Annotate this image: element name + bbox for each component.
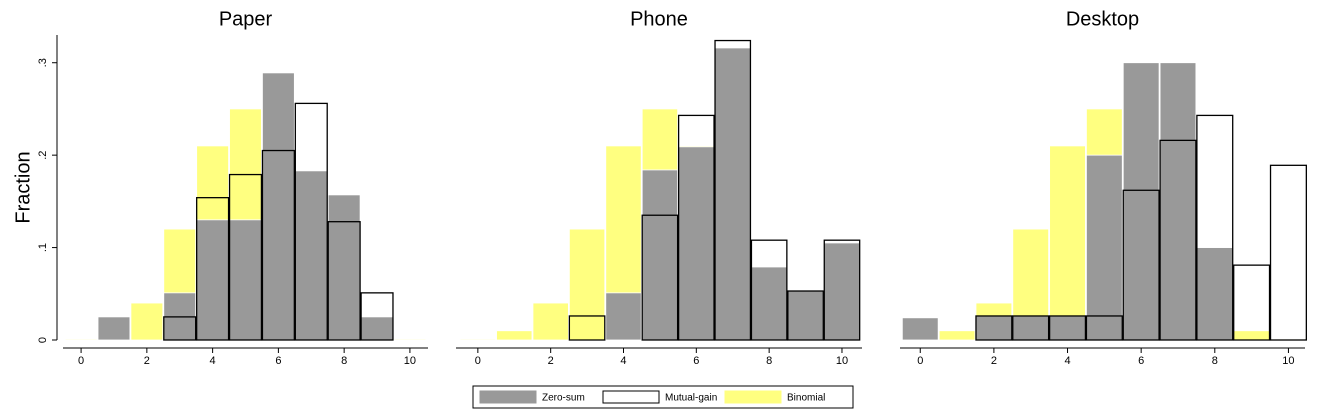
bar: [1233, 264, 1271, 341]
x-tick-label: 4: [620, 355, 626, 367]
bar: [261, 149, 295, 341]
bar: [750, 239, 788, 341]
bar: [130, 302, 164, 341]
bar: [196, 197, 230, 341]
bar: [228, 173, 263, 341]
x-tick-label: 8: [341, 355, 347, 367]
bar: [1012, 315, 1050, 341]
bar: [823, 239, 861, 341]
bar: [360, 292, 394, 341]
x-tick-label: 4: [210, 355, 216, 367]
bar: [1122, 62, 1160, 341]
bar: [975, 315, 1013, 341]
bar: [714, 39, 752, 341]
x-tick-label: 6: [1138, 355, 1144, 367]
bar: [787, 290, 824, 341]
y-tick-label: .3: [37, 58, 49, 67]
bar: [641, 214, 679, 341]
bar: [975, 315, 1013, 341]
bar: [677, 114, 715, 341]
bar: [1269, 164, 1307, 341]
bar: [1012, 315, 1050, 341]
panel-title: Paper: [219, 8, 273, 30]
x-tick-label: 2: [991, 355, 997, 367]
legend-swatch: [724, 390, 782, 404]
bar: [163, 316, 197, 341]
bar: [938, 330, 976, 341]
legend-swatch: [602, 390, 660, 404]
bar: [1159, 139, 1197, 341]
x-tick-label: 4: [1064, 355, 1070, 367]
bar: [787, 290, 824, 341]
bar: [64, 338, 98, 341]
bar: [327, 194, 361, 341]
bar: [1086, 154, 1123, 341]
bar: [360, 316, 394, 341]
bar: [1048, 315, 1087, 341]
panel-title: Desktop: [1066, 8, 1139, 30]
bar: [641, 169, 679, 341]
bar: [1122, 189, 1160, 341]
x-tick-label: 10: [836, 355, 848, 367]
bar: [229, 219, 262, 341]
bar: [1085, 315, 1123, 341]
legend-label: Mutual-gain: [665, 393, 717, 404]
bar: [262, 72, 295, 341]
bar: [1159, 62, 1197, 341]
bar: [1049, 145, 1086, 341]
x-tick-label: 0: [475, 355, 481, 367]
bar: [568, 228, 606, 341]
bar: [1196, 114, 1234, 341]
bar: [1233, 330, 1270, 341]
bar: [678, 146, 715, 341]
x-tick-label: 0: [917, 355, 923, 367]
bar: [823, 242, 861, 341]
legend-label: Binomial: [787, 393, 825, 404]
x-tick-label: 10: [404, 355, 416, 367]
panel-title: Phone: [630, 8, 688, 30]
bar: [196, 219, 229, 341]
bar: [1049, 315, 1086, 341]
y-tick-label: .2: [37, 151, 49, 160]
bar: [393, 338, 427, 341]
bar: [1196, 247, 1234, 341]
y-axis-label: Fraction: [12, 151, 34, 223]
bar: [714, 47, 751, 341]
bar: [532, 302, 569, 341]
x-tick-label: 2: [548, 355, 554, 367]
bar: [901, 317, 939, 341]
x-tick-label: 8: [1212, 355, 1218, 367]
x-tick-label: 6: [693, 355, 699, 367]
x-tick-label: 10: [1282, 355, 1294, 367]
legend-label: Zero-sum: [542, 393, 585, 404]
bar: [294, 170, 328, 341]
bar: [294, 102, 328, 341]
x-tick-label: 8: [766, 355, 772, 367]
y-tick-label: .1: [37, 243, 49, 252]
bar: [327, 221, 361, 341]
x-tick-label: 6: [275, 355, 281, 367]
bar: [459, 338, 496, 341]
x-tick-label: 0: [78, 355, 84, 367]
x-tick-label: 2: [144, 355, 150, 367]
bar: [496, 330, 533, 341]
y-tick-label: 0: [37, 337, 49, 343]
bar: [751, 266, 788, 341]
bar: [605, 292, 642, 341]
legend-swatch: [479, 390, 537, 404]
bar: [97, 316, 131, 341]
bar: [568, 315, 606, 341]
